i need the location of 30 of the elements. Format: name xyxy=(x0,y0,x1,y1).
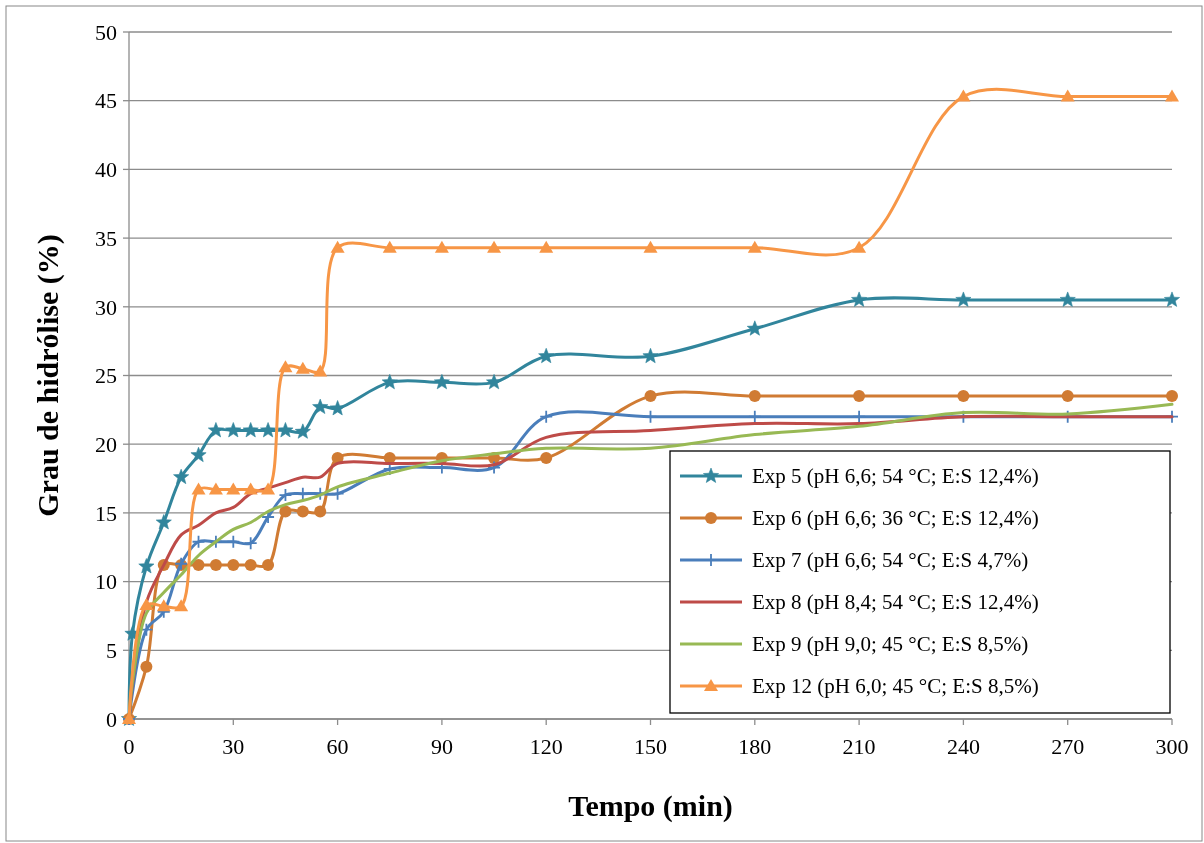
x-tick-label: 60 xyxy=(326,734,349,759)
y-tick-label: 15 xyxy=(95,500,117,526)
y-tick-label: 45 xyxy=(95,88,117,114)
x-tick-label: 270 xyxy=(1051,734,1085,759)
x-axis-title: Tempo (min) xyxy=(568,789,733,823)
x-tick-label: 150 xyxy=(634,734,667,759)
x-tick-label: 300 xyxy=(1155,734,1189,759)
y-tick-label: 35 xyxy=(95,225,117,251)
y-tick-label: 5 xyxy=(106,638,117,663)
y-tick-label: 10 xyxy=(95,569,117,595)
y-tick-label: 40 xyxy=(95,157,117,183)
x-tick-label: 0 xyxy=(123,734,135,759)
y-axis-title: Grau de hidrólise (%) xyxy=(31,234,65,517)
y-tick-label: 50 xyxy=(95,19,117,45)
y-tick-label: 25 xyxy=(95,363,117,389)
legend-label: Exp 5 (pH 6,6; 54 °C; E:S 12,4%) xyxy=(752,464,1039,489)
legend-label: Exp 8 (pH 8,4; 54 °C; E:S 12,4%) xyxy=(752,590,1039,615)
y-tick-label: 0 xyxy=(106,706,117,732)
x-tick-label: 90 xyxy=(430,734,453,759)
legend-label: Exp 6 (pH 6,6; 36 °C; E:S 12,4%) xyxy=(752,506,1039,531)
legend-label: Exp 9 (pH 9,0; 45 °C; E:S 8,5%) xyxy=(752,632,1029,657)
x-tick-label: 210 xyxy=(842,734,876,759)
x-tick-label: 30 xyxy=(222,734,245,759)
x-tick-label: 240 xyxy=(946,734,980,759)
y-tick-label: 30 xyxy=(95,294,117,320)
y-tick-label: 20 xyxy=(95,431,117,457)
legend-label: Exp 12 (pH 6,0; 45 °C; E:S 8,5%) xyxy=(752,674,1039,699)
x-tick-label: 180 xyxy=(738,734,772,759)
legend-label: Exp 7 (pH 6,6; 54 °C; E:S 4,7%) xyxy=(752,548,1029,573)
x-tick-label: 120 xyxy=(529,734,563,759)
